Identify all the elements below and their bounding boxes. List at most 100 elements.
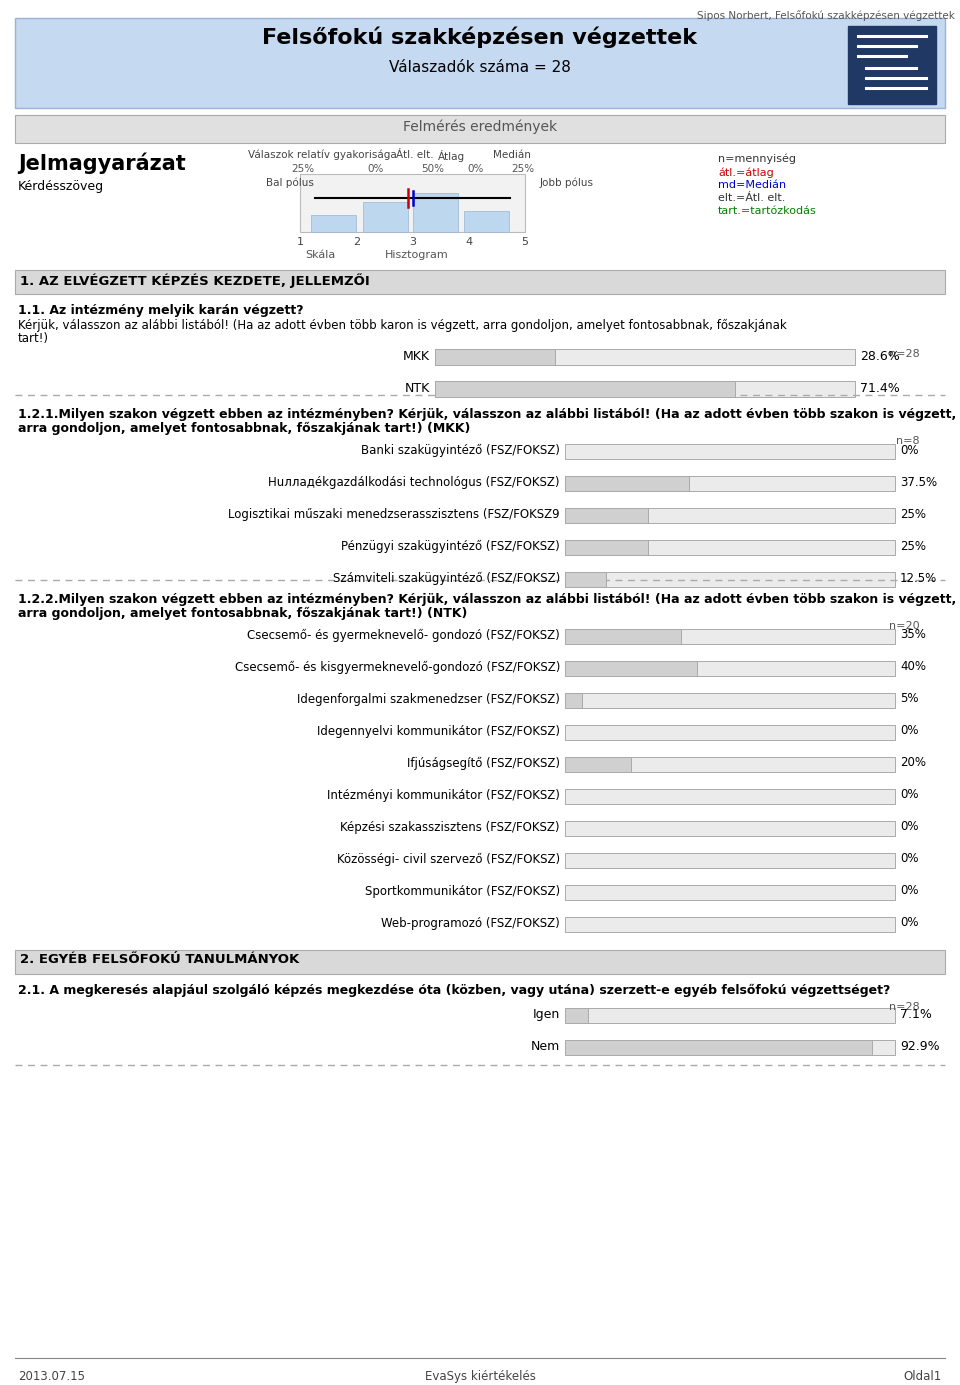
Bar: [435, 381, 735, 397]
Text: EvaSys kiértékelés: EvaSys kiértékelés: [424, 1370, 536, 1384]
Text: n=mennyiség: n=mennyiség: [718, 154, 796, 165]
Text: 7.1%: 7.1%: [900, 1007, 932, 1021]
Bar: [565, 1007, 895, 1022]
Text: Átlag: Átlag: [438, 150, 466, 162]
Text: 0%: 0%: [900, 788, 919, 802]
Text: 0%: 0%: [900, 917, 919, 929]
Text: Válaszok relatív gyakorisága: Válaszok relatív gyakorisága: [248, 150, 396, 161]
Text: Oldal1: Oldal1: [903, 1370, 942, 1384]
Text: átl.=átlag: átl.=átlag: [718, 168, 774, 177]
Text: 2013.07.15: 2013.07.15: [18, 1370, 85, 1384]
Text: 1: 1: [297, 237, 303, 247]
Bar: [565, 820, 895, 835]
Text: 3: 3: [409, 237, 416, 247]
Text: Idegennyelvi kommunikátor (FSZ/FOKSZ): Idegennyelvi kommunikátor (FSZ/FOKSZ): [317, 724, 560, 738]
Text: 28.6%: 28.6%: [860, 349, 900, 363]
Bar: [565, 540, 647, 554]
Bar: [565, 724, 895, 740]
Bar: [311, 215, 356, 233]
Text: Logisztikai műszaki menedzserasszisztens (FSZ/FOKSZ9: Logisztikai műszaki menedzserasszisztens…: [228, 508, 560, 521]
Bar: [435, 349, 855, 366]
Text: elt.=Átl. elt.: elt.=Átl. elt.: [718, 193, 785, 204]
Bar: [565, 629, 895, 644]
Text: Sipos Norbert, Felsőfokú szakképzésen végzettek: Sipos Norbert, Felsőfokú szakképzésen vé…: [697, 10, 955, 21]
Text: Kérjük, válasszon az alábbi listából! (Ha az adott évben több karon is végzett, : Kérjük, válasszon az alábbi listából! (H…: [18, 319, 787, 332]
Bar: [565, 692, 582, 708]
Text: Huлладékgazdálkodási technológus (FSZ/FOKSZ): Huлладékgazdálkodási technológus (FSZ/FO…: [269, 476, 560, 489]
Text: Csecsemő- és kisgyermeknevelő-gondozó (FSZ/FOKSZ): Csecsemő- és kisgyermeknevelő-gondozó (F…: [234, 661, 560, 674]
Bar: [363, 202, 408, 233]
Bar: [300, 175, 525, 233]
Text: 71.4%: 71.4%: [860, 381, 900, 395]
Bar: [565, 853, 895, 867]
Text: 12.5%: 12.5%: [900, 572, 937, 584]
Text: 2.1. A megkeresés alapjául szolgáló képzés megkezdése óta (közben, vagy utána) s: 2.1. A megkeresés alapjául szolgáló képz…: [18, 983, 890, 997]
Bar: [565, 917, 895, 932]
Text: 40%: 40%: [900, 661, 926, 673]
Bar: [565, 788, 895, 803]
Text: 5%: 5%: [900, 692, 919, 705]
Bar: [565, 507, 895, 522]
Text: Átl. elt.: Átl. elt.: [396, 150, 434, 161]
Text: Banki szakügyintéző (FSZ/FOKSZ): Banki szakügyintéző (FSZ/FOKSZ): [361, 445, 560, 457]
Text: n=8: n=8: [897, 436, 920, 446]
Text: Pénzügyi szakügyintéző (FSZ/FOKSZ): Pénzügyi szakügyintéző (FSZ/FOKSZ): [341, 540, 560, 553]
Text: Válaszadók száma = 28: Válaszadók száma = 28: [389, 60, 571, 75]
Bar: [565, 756, 631, 771]
Text: Web-programozó (FSZ/FOKSZ): Web-programozó (FSZ/FOKSZ): [381, 917, 560, 929]
Bar: [565, 756, 895, 771]
Text: Jelmagyarázat: Jelmagyarázat: [18, 152, 185, 173]
Bar: [435, 349, 555, 366]
Text: 25%: 25%: [900, 540, 926, 553]
Text: 25%: 25%: [512, 163, 535, 175]
Text: 35%: 35%: [900, 629, 925, 641]
Text: 50%: 50%: [421, 163, 444, 175]
Bar: [15, 115, 945, 143]
Text: 25%: 25%: [900, 507, 926, 521]
Text: 0%: 0%: [900, 724, 919, 737]
Bar: [565, 443, 895, 458]
Bar: [565, 540, 895, 554]
Bar: [565, 475, 688, 490]
Text: Felsőfokú szakképzésen végzettek: Felsőfokú szakképzésen végzettek: [262, 26, 698, 47]
Text: Ifjúságsegítő (FSZ/FOKSZ): Ifjúságsegítő (FSZ/FOKSZ): [407, 758, 560, 770]
Bar: [15, 950, 945, 974]
Text: Képzési szakasszisztens (FSZ/FOKSZ): Képzési szakasszisztens (FSZ/FOKSZ): [341, 821, 560, 834]
Bar: [565, 572, 895, 586]
Text: 1.2.1.Milyen szakon végzett ebben az intézményben? Kérjük, válasszon az alábbi l: 1.2.1.Milyen szakon végzett ebben az int…: [18, 409, 956, 421]
Text: 1.2.2.Milyen szakon végzett ebben az intézményben? Kérjük, válasszon az alábbi l: 1.2.2.Milyen szakon végzett ebben az int…: [18, 593, 956, 607]
Text: Bal pólus: Bal pólus: [266, 177, 314, 187]
Text: Sportkommunikátor (FSZ/FOKSZ): Sportkommunikátor (FSZ/FOKSZ): [365, 885, 560, 897]
Text: Idegenforgalmi szakmenedzser (FSZ/FOKSZ): Idegenforgalmi szakmenedzser (FSZ/FOKSZ): [298, 692, 560, 706]
Text: 0%: 0%: [900, 443, 919, 457]
Text: Kérdésszöveg: Kérdésszöveg: [18, 180, 104, 193]
Text: Közösségi- civil szervező (FSZ/FOKSZ): Közösségi- civil szervező (FSZ/FOKSZ): [337, 853, 560, 866]
Text: Nem: Nem: [531, 1040, 560, 1053]
Text: n=28: n=28: [889, 1001, 920, 1012]
Bar: [565, 629, 681, 644]
Text: 0%: 0%: [468, 163, 484, 175]
Text: Igen: Igen: [533, 1008, 560, 1021]
Text: 92.9%: 92.9%: [900, 1040, 940, 1053]
Text: 2: 2: [352, 237, 360, 247]
Text: md=Medián: md=Medián: [718, 180, 786, 190]
Bar: [565, 1007, 588, 1022]
Bar: [15, 18, 945, 108]
Text: 25%: 25%: [292, 163, 315, 175]
Bar: [565, 885, 895, 899]
Bar: [465, 212, 509, 233]
Text: 0%: 0%: [368, 163, 384, 175]
Text: 1. AZ ELVÉGZETT KÉPZÉS KEZDETE, JELLEMZŐI: 1. AZ ELVÉGZETT KÉPZÉS KEZDETE, JELLEMZŐ…: [20, 273, 370, 288]
Bar: [565, 507, 647, 522]
Text: 0%: 0%: [900, 853, 919, 866]
Text: MKK: MKK: [403, 350, 430, 363]
Text: arra gondoljon, amelyet fontosabbnak, főszakjának tart!) (NTK): arra gondoljon, amelyet fontosabbnak, fő…: [18, 607, 468, 620]
Text: 5: 5: [521, 237, 529, 247]
Bar: [565, 661, 697, 676]
Bar: [565, 1040, 895, 1054]
Text: tart.=tartózkodás: tart.=tartózkodás: [718, 206, 817, 216]
Bar: [435, 381, 855, 397]
Bar: [413, 193, 458, 233]
Text: Csecsemő- és gyermeknevelő- gondozó (FSZ/FOKSZ): Csecsemő- és gyermeknevelő- gondozó (FSZ…: [248, 629, 560, 643]
Text: n=20: n=20: [889, 620, 920, 632]
